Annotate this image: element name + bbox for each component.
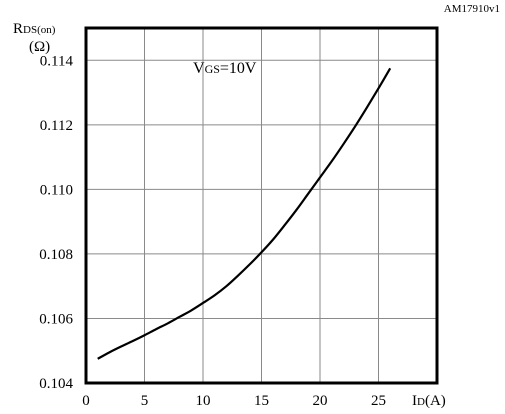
- annotation-vgs: VGS=10V: [193, 60, 257, 77]
- x-tick-labels: 0 5 10 15 20 25: [82, 393, 386, 409]
- y-tick-label: 0.110: [40, 182, 73, 198]
- y-axis-label-main: R: [13, 21, 23, 37]
- y-axis-label: RDS(on): [13, 21, 56, 37]
- y-tick-labels: 0.104 0.106 0.108 0.110 0.112 0.114: [39, 53, 73, 392]
- x-axis-label: ID(A): [412, 393, 446, 409]
- x-tick-label: 0: [82, 393, 90, 409]
- figure-id: AM17910v1: [444, 3, 500, 15]
- y-axis-label-sub: DS(on): [23, 24, 56, 36]
- annotation-main: V: [193, 60, 205, 77]
- series-line: [98, 68, 391, 358]
- annotation-sub: GS: [205, 62, 220, 76]
- y-tick-label: 0.104: [39, 376, 73, 392]
- x-tick-label: 5: [141, 393, 149, 409]
- y-axis-unit: (Ω): [29, 39, 50, 55]
- y-tick-label: 0.106: [39, 311, 73, 327]
- x-tick-label: 20: [313, 393, 328, 409]
- x-tick-label: 10: [196, 393, 211, 409]
- annotation-rest: =10V: [220, 60, 257, 77]
- x-axis-label-rest: (A): [425, 393, 446, 409]
- grid-lines: [86, 28, 437, 383]
- y-tick-label: 0.114: [40, 53, 74, 69]
- y-tick-label: 0.108: [39, 247, 73, 263]
- x-axis-label-sub: D: [417, 396, 425, 408]
- x-tick-label: 15: [254, 393, 269, 409]
- x-tick-label: 25: [371, 393, 386, 409]
- y-tick-label: 0.112: [40, 118, 73, 134]
